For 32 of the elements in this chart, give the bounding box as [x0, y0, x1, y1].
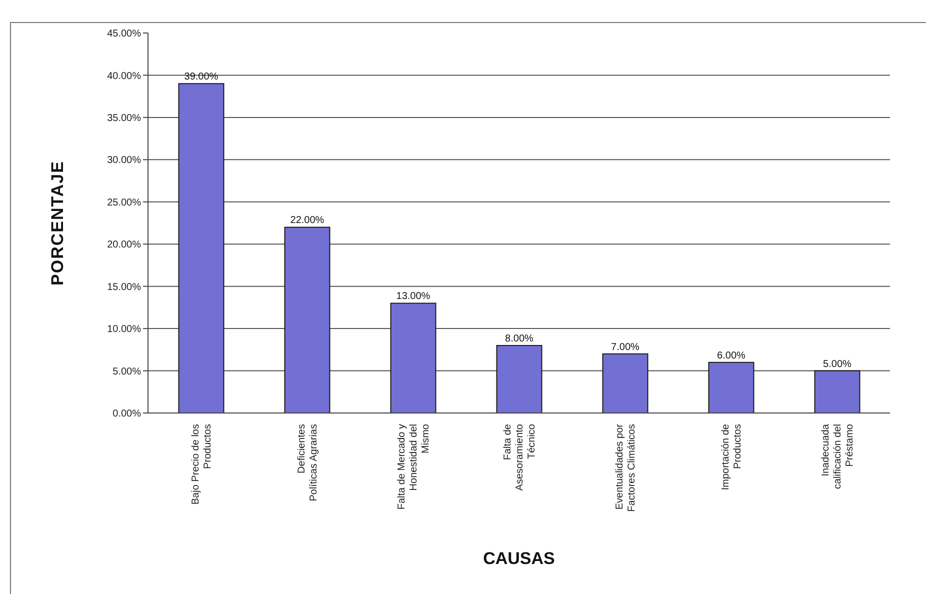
y-tick-label: 20.00%: [107, 240, 142, 251]
data-label: 5.00%: [823, 358, 852, 370]
data-label: 13.00%: [396, 291, 430, 302]
data-label: 22.00%: [290, 215, 324, 226]
data-label: 7.00%: [611, 342, 640, 353]
bar: [284, 226, 330, 413]
x-tick-label: Falta de Asesoramiento Técnico: [502, 424, 538, 491]
y-axis-title: PORCENTAJE: [48, 160, 66, 286]
y-tick-label: 15.00%: [107, 282, 142, 293]
y-tick-label: 35.00%: [107, 112, 142, 124]
data-label: 8.00%: [505, 333, 534, 344]
data-label: 6.00%: [717, 350, 746, 362]
x-tick-label: Importación de Productos: [720, 424, 744, 490]
y-tick-label: 10.00%: [107, 324, 142, 336]
x-tick-label: Deficientes Políticas Agrarias: [296, 424, 320, 502]
bar: [496, 344, 542, 413]
x-tick-label: Inadecuada calificación del Préstamo: [820, 424, 856, 490]
bar: [602, 353, 648, 413]
bar: [390, 302, 436, 413]
bar: [814, 370, 860, 413]
bar: [178, 83, 224, 413]
y-tick-label: 30.00%: [107, 155, 142, 166]
x-axis-title: CAUSAS: [483, 549, 555, 568]
y-tick-label: 0.00%: [112, 408, 142, 420]
y-tick-label: 40.00%: [107, 70, 142, 82]
y-tick-label: 45.00%: [107, 28, 142, 40]
x-tick-label: Bajo Precio de los Productos: [190, 424, 214, 505]
y-tick-label: 25.00%: [107, 197, 142, 208]
x-tick-label: Falta de Mercado y Honestidad del Mismo: [396, 424, 432, 510]
x-tick-label: Eventualidades por Factores Climáticos: [614, 423, 638, 512]
y-tick-label: 5.00%: [112, 366, 142, 378]
bar: [708, 362, 754, 413]
